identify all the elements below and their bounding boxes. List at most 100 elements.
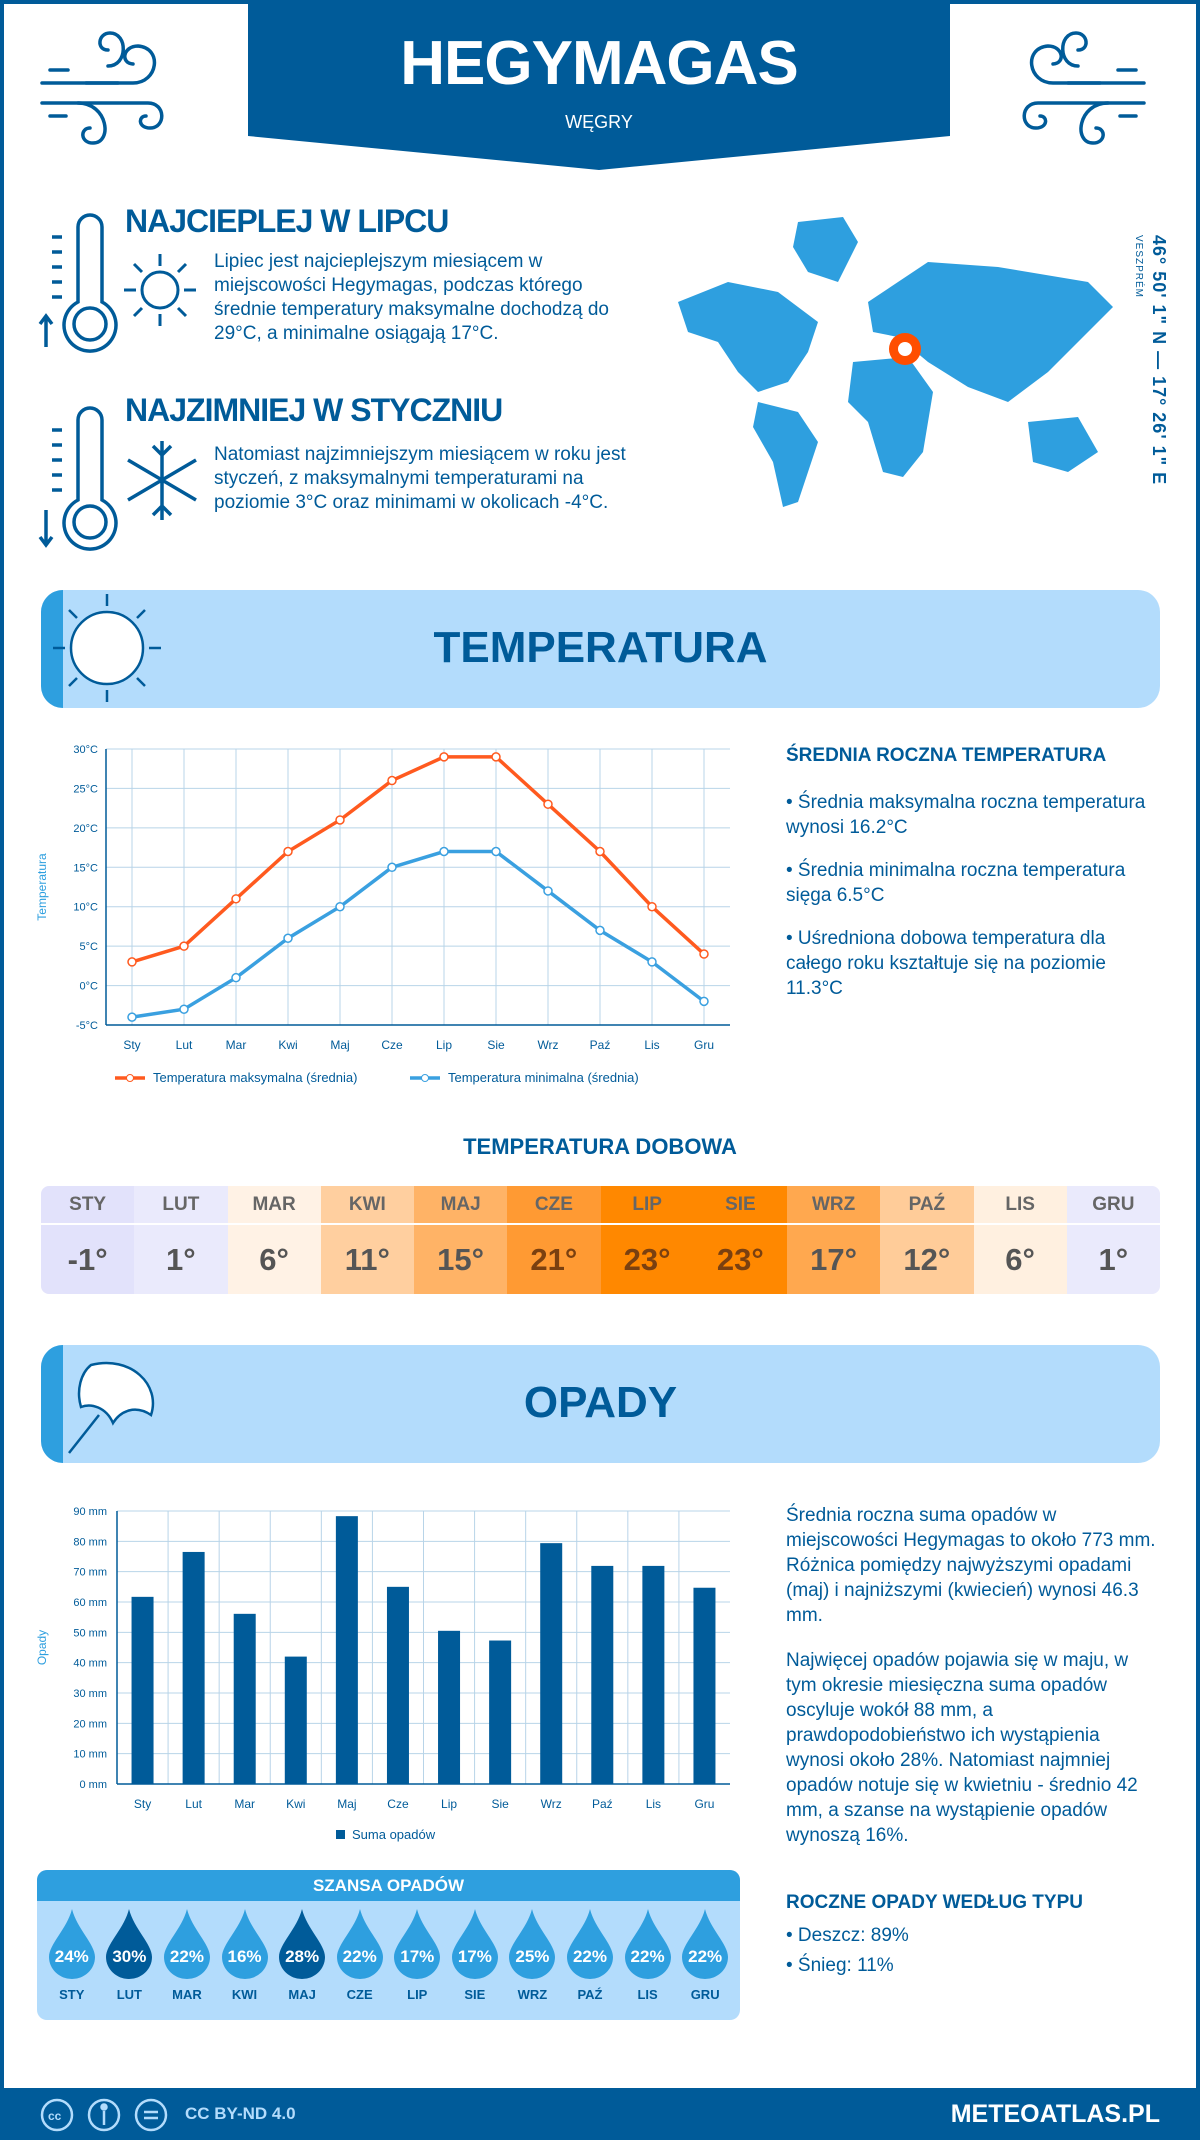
bar <box>386 1586 409 1784</box>
precip-chance-heading: SZANSA OPADÓW <box>37 1870 740 1901</box>
precip-chance-box: SZANSA OPADÓW 24% STY 30% LUT 22% MAR 16% KWI 28… <box>37 1870 740 2020</box>
precip-chance-item: 22% GRU <box>678 1909 733 2002</box>
precip-text-1: Średnia roczna suma opadów w miejscowośc… <box>786 1505 1156 1626</box>
precip-chance-item: 22% LIS <box>620 1909 675 2002</box>
daily-value: 6° <box>973 1224 1067 1294</box>
data-point <box>283 846 293 857</box>
precip-chance-item: 25% WRZ <box>505 1909 560 2002</box>
data-point <box>595 846 605 857</box>
data-point <box>335 815 345 825</box>
precip-chance-item: 22% CZE <box>332 1909 387 2002</box>
svg-text:cc: cc <box>48 2109 62 2123</box>
sun-banner-icon <box>53 594 161 702</box>
coordinates: 46° 50' 1" N — 17° 26' 1" E <box>1149 235 1169 486</box>
x-tick-label: Mar <box>226 1038 247 1052</box>
bar <box>540 1543 563 1784</box>
temp-summary-heading: ŚREDNIA ROCZNA TEMPERATURA <box>786 745 1107 766</box>
sun-icon <box>124 254 196 326</box>
bar <box>131 1596 154 1784</box>
raindrop-icon: 24% <box>47 1909 97 1979</box>
chance-value: 22% <box>630 1947 665 1966</box>
daily-month: CZE <box>507 1186 601 1225</box>
bar <box>284 1656 307 1784</box>
y-tick-label: 25°C <box>73 783 98 795</box>
raindrop-icon: 22% <box>623 1909 673 1979</box>
daily-value: 1° <box>134 1224 228 1294</box>
data-point <box>647 901 657 912</box>
daily-value: 11° <box>320 1224 414 1294</box>
daily-month: LIS <box>973 1186 1067 1225</box>
x-tick-label: Mar <box>234 1797 255 1811</box>
temp-bullet-min: • Średnia minimalna roczna temperatura s… <box>786 860 1126 906</box>
data-point <box>231 972 241 983</box>
bar <box>233 1613 256 1784</box>
coldest-heading: NAJZIMNIEJ W STYCZNIU <box>125 392 503 428</box>
data-point <box>543 886 553 896</box>
raindrop-icon: 22% <box>680 1909 730 1979</box>
chance-month: MAJ <box>288 1987 316 2002</box>
x-tick-label: Lis <box>644 1038 659 1052</box>
y-tick-label: 30 mm <box>73 1688 107 1700</box>
data-point <box>335 901 345 912</box>
x-tick-label: Wrz <box>541 1797 562 1811</box>
y-tick-label: 10°C <box>73 902 98 914</box>
precip-chance-item: 28% MAJ <box>275 1909 330 2002</box>
precip-chance-item: 16% KWI <box>217 1909 272 2002</box>
precip-chance-item: 30% LUT <box>102 1909 157 2002</box>
raindrop-icon: 16% <box>220 1909 270 1979</box>
daily-month: LIP <box>600 1186 694 1225</box>
x-tick-label: Paź <box>590 1038 611 1052</box>
raindrop-icon: 25% <box>507 1909 557 1979</box>
license-label[interactable]: CC BY-ND 4.0 <box>185 2104 296 2123</box>
daily-month: STY <box>41 1186 135 1225</box>
precipitation-chart: 0 mm 10 mm 20 mm 30 mm 40 mm 50 mm 60 mm 70 mm 8… <box>35 1506 730 1842</box>
raindrop-icon: 28% <box>277 1909 327 1979</box>
legend-marker <box>421 1074 429 1082</box>
y-tick-label: 60 mm <box>73 1597 107 1609</box>
data-point <box>387 775 397 786</box>
bar <box>335 1516 358 1784</box>
data-point <box>231 894 241 904</box>
series-line <box>131 755 706 964</box>
site-link[interactable]: METEOATLAS.PL <box>950 2100 1160 2128</box>
thermometer-down-icon <box>38 406 118 551</box>
chance-month: STY <box>59 1987 85 2002</box>
chance-month: KWI <box>231 1987 258 2002</box>
y-tick-label: 20 mm <box>73 1718 107 1730</box>
chance-value: 16% <box>227 1947 262 1966</box>
thermometer-up-icon <box>38 213 118 353</box>
bar <box>438 1630 461 1784</box>
precip-chance-item: 22% PAŹ <box>562 1909 617 2002</box>
y-tick-label: 5°C <box>80 941 99 953</box>
raindrop-icon: 17% <box>392 1909 442 1979</box>
data-point <box>491 752 501 762</box>
x-tick-label: Paź <box>592 1797 613 1811</box>
world-map <box>678 217 1113 507</box>
cc-license-icons[interactable]: cc <box>40 2098 170 2132</box>
precip-type-rain: • Deszcz: 89% <box>786 1925 909 1946</box>
legend-marker <box>126 1074 134 1082</box>
daily-month: KWI <box>320 1186 414 1225</box>
x-tick-label: Lut <box>176 1038 193 1052</box>
chance-value: 22% <box>169 1947 204 1966</box>
series-line <box>131 849 706 1019</box>
daily-month: PAŹ <box>880 1186 974 1225</box>
x-tick-label: Lis <box>646 1797 661 1811</box>
umbrella-icon <box>68 1361 155 1454</box>
temp-bullet-max: • Średnia maksymalna roczna temperatura … <box>786 792 1146 838</box>
y-tick-label: 90 mm <box>73 1506 107 1518</box>
precipitation-banner: OPADY <box>41 1345 1160 1463</box>
y-tick-label: 10 mm <box>73 1749 107 1761</box>
x-tick-label: Cze <box>381 1038 403 1052</box>
daily-value: 23° <box>600 1224 694 1294</box>
x-tick-label: Maj <box>330 1038 349 1052</box>
x-tick-label: Sie <box>487 1038 505 1052</box>
x-tick-label: Gru <box>694 1797 714 1811</box>
data-point <box>283 933 293 944</box>
legend-label: Suma opadów <box>352 1827 436 1842</box>
x-tick-label: Lut <box>185 1797 202 1811</box>
daily-month: WRZ <box>787 1186 881 1225</box>
bar <box>591 1565 614 1784</box>
region-label: VESZPRÉM <box>1133 235 1144 299</box>
precip-chance-item: 17% SIE <box>447 1909 502 2002</box>
